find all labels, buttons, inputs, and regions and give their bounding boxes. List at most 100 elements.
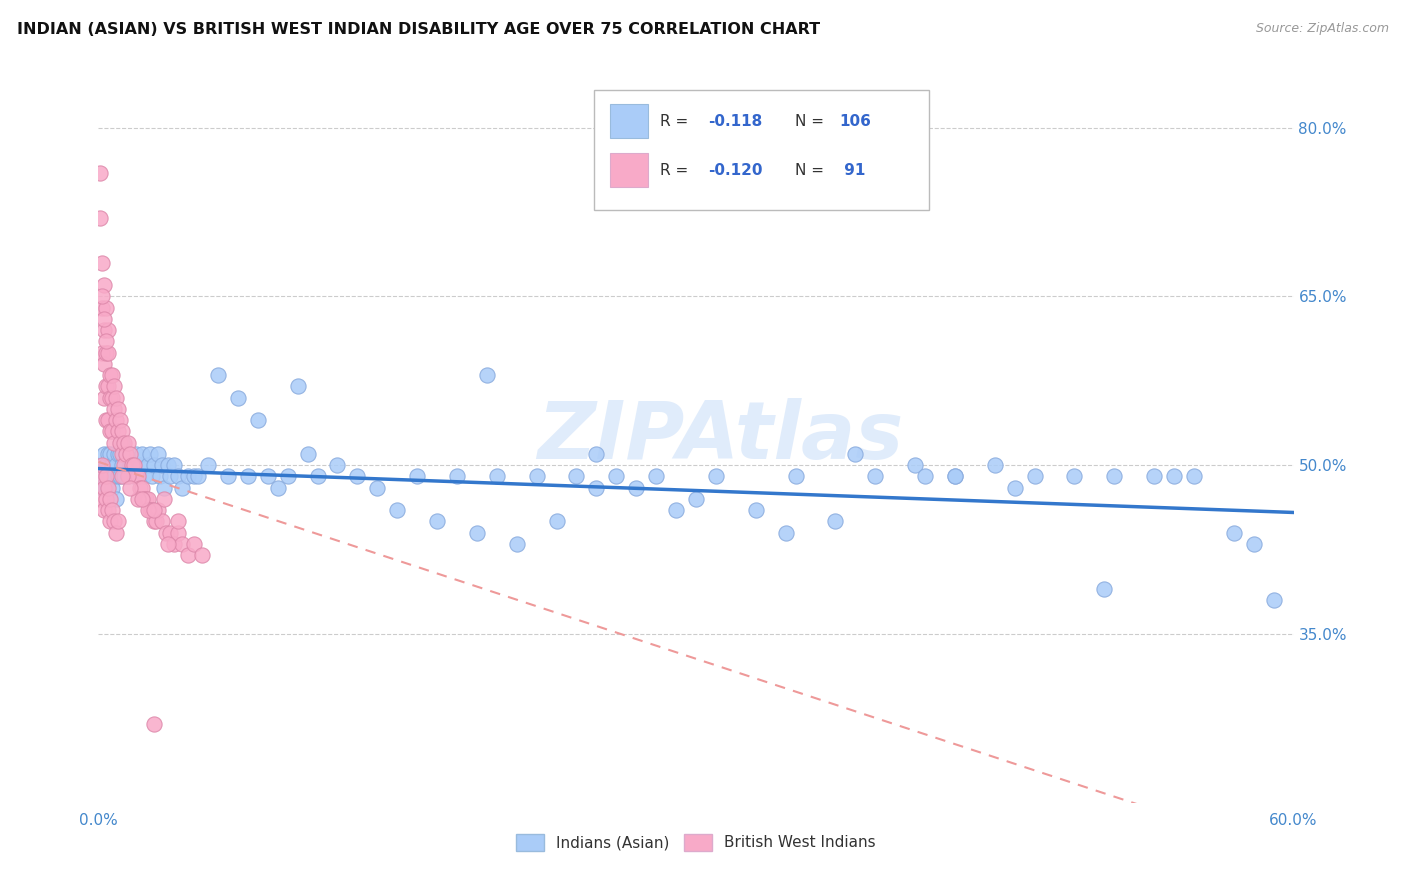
Point [96,345,118,359]
Point [131,447,153,461]
Point [103,447,125,461]
Text: INDIAN (ASIAN) VS BRITISH WEST INDIAN DISABILITY AGE OVER 75 CORRELATION CHART: INDIAN (ASIAN) VS BRITISH WEST INDIAN DI… [17,22,820,37]
Point [626,481,648,495]
Point [111,458,134,473]
Point [124,469,146,483]
Point [91,301,114,315]
Text: N =: N = [796,162,830,178]
Point [914,469,936,483]
Point [97,323,120,337]
Point [98,368,122,383]
Point [172,537,194,551]
Point [115,447,138,461]
Point [183,537,205,551]
Point [107,515,129,529]
Point [93,323,115,337]
Point [107,469,129,483]
FancyBboxPatch shape [610,153,648,187]
Point [93,391,115,405]
Text: -0.118: -0.118 [709,113,762,128]
Point [103,401,125,416]
Point [256,469,278,483]
Point [183,469,205,483]
Point [984,458,1007,473]
Point [117,469,139,483]
Point [93,503,115,517]
Point [97,481,120,495]
Point [153,481,176,495]
Point [406,469,429,483]
Point [105,391,128,405]
Point [246,413,269,427]
Point [150,458,173,473]
Point [127,469,149,483]
Point [111,425,134,439]
Point [824,515,846,529]
Point [446,469,468,483]
Point [117,435,139,450]
Text: -0.120: -0.120 [709,162,762,178]
Point [91,481,114,495]
Point [107,447,129,461]
Text: Source: ZipAtlas.com: Source: ZipAtlas.com [1256,22,1389,36]
Point [645,469,668,483]
Point [1223,525,1246,540]
Point [148,447,170,461]
Point [101,425,124,439]
Point [103,515,125,529]
Text: N =: N = [796,113,830,128]
Point [307,469,329,483]
Text: 106: 106 [839,113,872,128]
Point [143,717,166,731]
Point [98,491,122,506]
Point [117,469,139,483]
Point [96,469,118,483]
Point [89,166,111,180]
Point [103,379,125,393]
Point [97,379,120,393]
Point [101,481,124,495]
Point [1243,537,1265,551]
Point [1104,469,1126,483]
Point [1143,469,1166,483]
Point [267,481,290,495]
Point [149,469,172,483]
Point [1263,593,1285,607]
Point [465,525,488,540]
Point [159,469,181,483]
Text: R =: R = [661,162,693,178]
Point [91,255,114,269]
Point [785,469,807,483]
Point [1163,469,1185,483]
Point [207,368,229,383]
Point [89,491,111,506]
Point [112,469,135,483]
Point [89,469,111,483]
Point [1063,469,1085,483]
Point [526,469,548,483]
Point [943,469,966,483]
Point [139,503,162,517]
Point [485,469,508,483]
Point [226,391,249,405]
Point [177,548,200,562]
Point [98,425,122,439]
Point [107,425,129,439]
Point [93,469,115,483]
Point [775,525,797,540]
Point [112,458,135,473]
Point [143,503,166,517]
Point [125,447,148,461]
Point [277,469,299,483]
Point [97,503,120,517]
Point [97,469,120,483]
Point [1182,469,1205,483]
Point [111,435,134,450]
Text: ZIPAtlas: ZIPAtlas [537,398,903,476]
Point [111,447,134,461]
Point [1024,469,1046,483]
Point [844,447,866,461]
Point [426,515,449,529]
Point [89,469,111,483]
Point [134,469,156,483]
